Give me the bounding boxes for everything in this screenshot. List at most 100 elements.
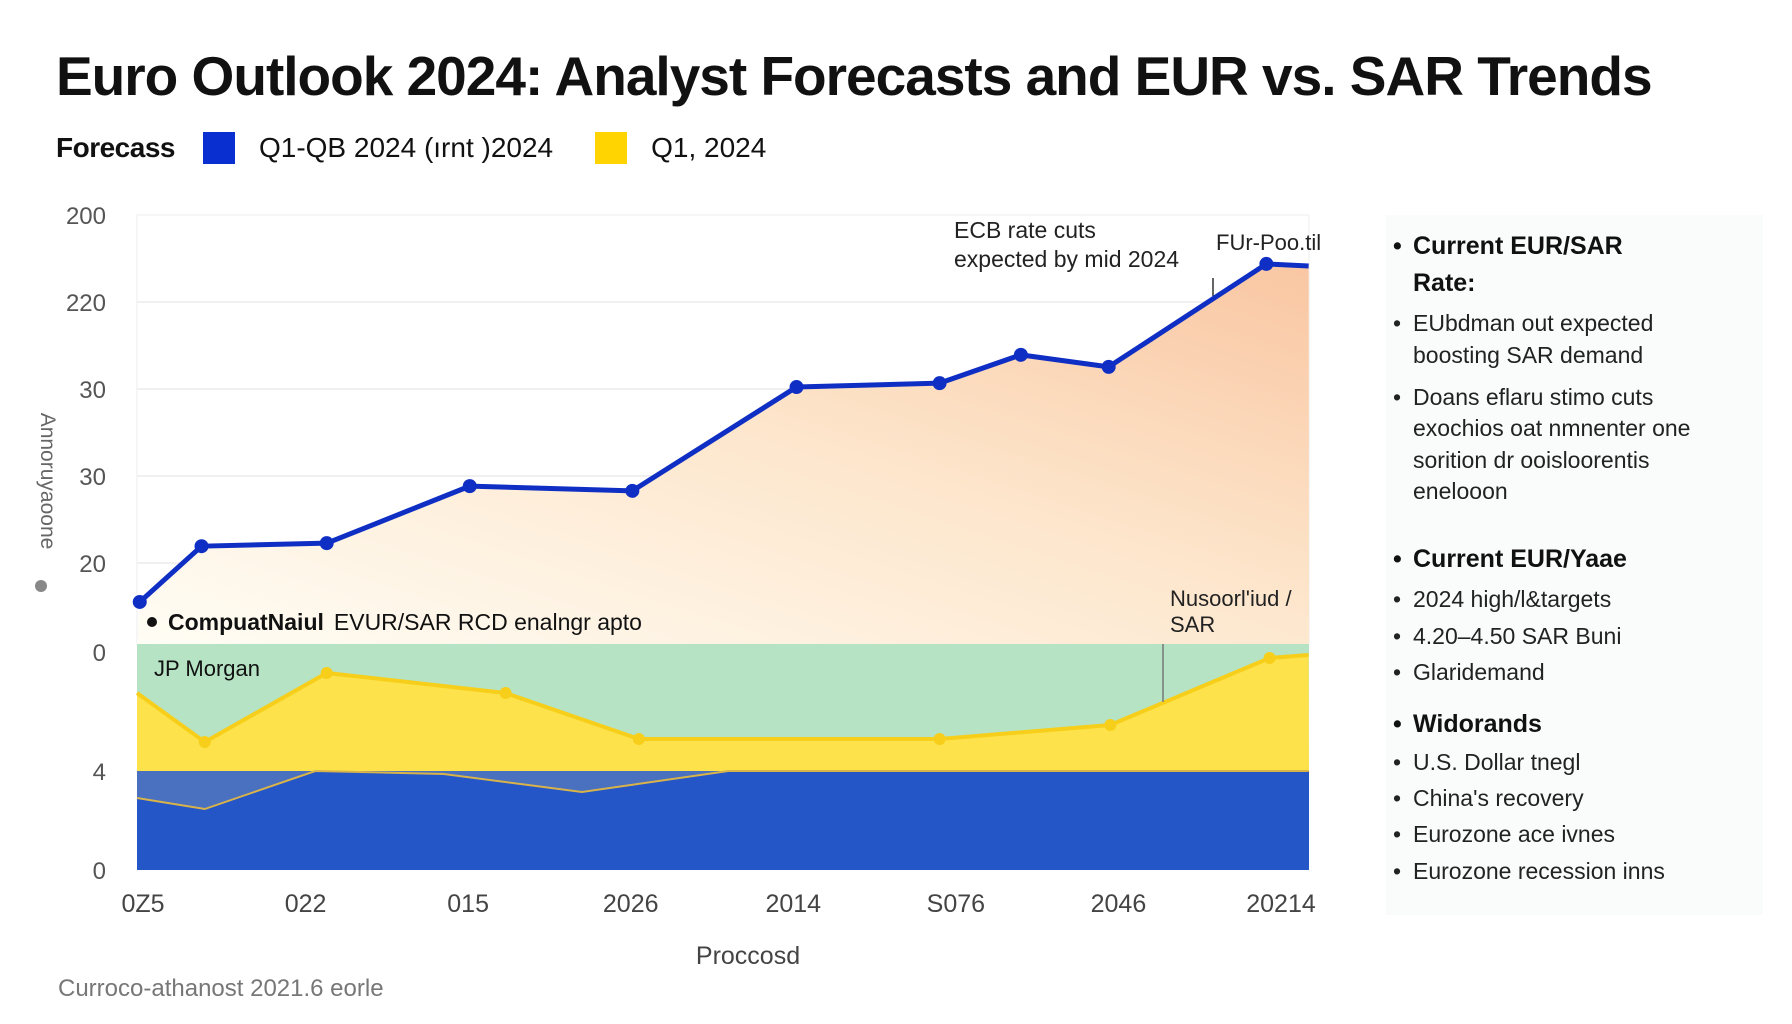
insight-item: • Glaridemand bbox=[1393, 659, 1545, 686]
insight-text: 4.20–4.50 SAR Buni bbox=[1413, 623, 1622, 649]
insight-text: Eurozone recession inns bbox=[1413, 858, 1665, 884]
bullet-icon: • bbox=[1393, 858, 1402, 884]
forecast-point bbox=[319, 536, 334, 551]
x-tick-label: 022 bbox=[285, 890, 327, 918]
bullet-icon: • bbox=[1393, 310, 1402, 336]
bullet-icon: • bbox=[1393, 384, 1402, 410]
annotation-computational-rest: EVUR/SAR RCD enalngr apto bbox=[334, 609, 642, 635]
forecast-point bbox=[1101, 359, 1116, 374]
forecast-point bbox=[932, 376, 947, 391]
bullet-icon: • bbox=[1393, 710, 1402, 738]
legend: Forecass Q1-QB 2024 (ırnt )2024 Q1, 2024 bbox=[56, 132, 808, 164]
insight-text: U.S. Dollar tnegl bbox=[1413, 749, 1581, 775]
insight-text: enelooon bbox=[1413, 478, 1508, 504]
y-tick-label: 30 bbox=[79, 464, 106, 491]
annotation-ecb-line1: ECB rate cuts bbox=[954, 217, 1096, 243]
annotation-ecb-line2: expected by mid 2024 bbox=[954, 246, 1179, 272]
insight-item: • EUbdman out expected bbox=[1393, 310, 1653, 337]
chart-title: Euro Outlook 2024: Analyst Forecasts and… bbox=[56, 45, 1653, 107]
x-tick-label: 2046 bbox=[1091, 890, 1147, 918]
yellow-point bbox=[1263, 651, 1276, 664]
insight-text: Widorands bbox=[1413, 710, 1542, 738]
insight-text: Eurozone ace ivnes bbox=[1413, 821, 1616, 847]
yellow-point bbox=[933, 732, 946, 745]
annotation-jp-morgan: JP Morgan bbox=[154, 656, 260, 681]
forecast-point bbox=[1259, 256, 1274, 271]
x-tick-label: 015 bbox=[447, 890, 489, 918]
forecast-point bbox=[789, 380, 804, 395]
annotation-computational: CompuatNaiul EVUR/SAR RCD enalngr apto bbox=[168, 609, 642, 635]
forecast-point bbox=[625, 483, 640, 498]
insight-item: • 2024 high/l&targets bbox=[1393, 586, 1612, 613]
forecast-point bbox=[462, 479, 477, 494]
insight-item: enelooon bbox=[1413, 478, 1508, 505]
insight-item: Rate: bbox=[1413, 269, 1476, 298]
insight-item: • Doans eflaru stimo cuts bbox=[1393, 384, 1654, 411]
bullet-icon: • bbox=[1393, 545, 1402, 573]
forecast-point bbox=[132, 594, 147, 609]
legend-item-q1-qb: Q1-QB 2024 (ırnt )2024 bbox=[258, 132, 554, 163]
insight-item: sorition dr ooisloorentis bbox=[1413, 447, 1650, 474]
annotation-sar-line1: Nusoorl'iud / bbox=[1170, 586, 1292, 611]
ylabel-dot bbox=[35, 580, 47, 592]
x-tick-label: 20214 bbox=[1246, 890, 1316, 918]
x-axis-title: Proccosd bbox=[696, 942, 800, 970]
y-tick-label: 0 bbox=[93, 640, 106, 667]
insight-text: Current EUR/Yaae bbox=[1413, 545, 1627, 573]
x-tick-label: 2014 bbox=[765, 890, 821, 918]
insight-text: China's recovery bbox=[1413, 785, 1584, 811]
y-tick-label: 4 bbox=[93, 759, 106, 786]
annotation-peak: FUr-Poo.til bbox=[1216, 230, 1321, 255]
insight-item: • Eurozone ace ivnes bbox=[1393, 821, 1616, 848]
insight-item: • U.S. Dollar tnegl bbox=[1393, 749, 1581, 776]
bullet-icon: • bbox=[1393, 586, 1402, 612]
yellow-point bbox=[198, 736, 211, 749]
legend-item-q1: Q1, 2024 bbox=[651, 132, 767, 163]
insight-text: 2024 high/l&targets bbox=[1413, 586, 1612, 612]
legend-swatch-yellow bbox=[595, 132, 628, 164]
y-tick-label: 0 bbox=[93, 858, 106, 885]
insight-item: • China's recovery bbox=[1393, 785, 1584, 812]
insight-item: • Eurozone recession inns bbox=[1393, 858, 1665, 885]
bullet-icon: • bbox=[1393, 749, 1402, 775]
insight-text: Current EUR/SAR bbox=[1413, 232, 1623, 260]
annotation-computational-bold: CompuatNaiul bbox=[168, 609, 324, 635]
bullet-icon: • bbox=[1393, 623, 1402, 649]
insight-item: exochios oat nmnenter one bbox=[1413, 415, 1690, 442]
insight-item: • Widorands bbox=[1393, 710, 1542, 739]
insight-text: Doans eflaru stimo cuts bbox=[1413, 384, 1654, 410]
y-tick-label: 200 bbox=[66, 203, 106, 230]
annotation-sar-line2: SAR bbox=[1170, 612, 1215, 637]
y-axis-title: Annoruyaoone bbox=[36, 413, 59, 550]
base-light-area bbox=[137, 771, 1309, 810]
bullet-icon: • bbox=[1393, 785, 1402, 811]
y-tick-label: 220 bbox=[66, 290, 106, 317]
bullet-icon: • bbox=[1393, 821, 1402, 847]
insights-panel: • Current EUR/SAR Rate: • EUbdman out expect… bbox=[1386, 215, 1763, 915]
annotation-bullet bbox=[147, 617, 157, 627]
footer-note: Curroco-athanost 2021.6 eorle bbox=[58, 975, 384, 1002]
yellow-point bbox=[632, 732, 645, 745]
insight-text: sorition dr ooisloorentis bbox=[1413, 447, 1650, 473]
yellow-point bbox=[1104, 719, 1117, 732]
y-tick-label: 20 bbox=[79, 551, 106, 578]
yellow-point bbox=[320, 666, 333, 679]
insight-text: exochios oat nmnenter one bbox=[1413, 415, 1691, 441]
insight-item: • 4.20–4.50 SAR Buni bbox=[1393, 623, 1622, 650]
insight-item: • Current EUR/SAR bbox=[1393, 232, 1623, 261]
insight-item: • Current EUR/Yaae bbox=[1393, 545, 1627, 574]
bullet-icon: • bbox=[1393, 232, 1402, 260]
y-tick-label: 30 bbox=[79, 377, 106, 404]
insight-item: boosting SAR demand bbox=[1413, 342, 1643, 369]
insight-text: Glaridemand bbox=[1413, 659, 1545, 685]
base-series-line bbox=[136, 769, 1309, 811]
legend-title: Forecass bbox=[56, 132, 175, 163]
insight-text: Rate: bbox=[1413, 269, 1476, 297]
yellow-point bbox=[499, 687, 512, 700]
forecast-point bbox=[194, 539, 209, 554]
legend-swatch-blue bbox=[202, 132, 235, 164]
x-tick-label: 2026 bbox=[603, 890, 659, 918]
bullet-icon: • bbox=[1393, 659, 1402, 685]
x-tick-label: S076 bbox=[927, 890, 985, 918]
